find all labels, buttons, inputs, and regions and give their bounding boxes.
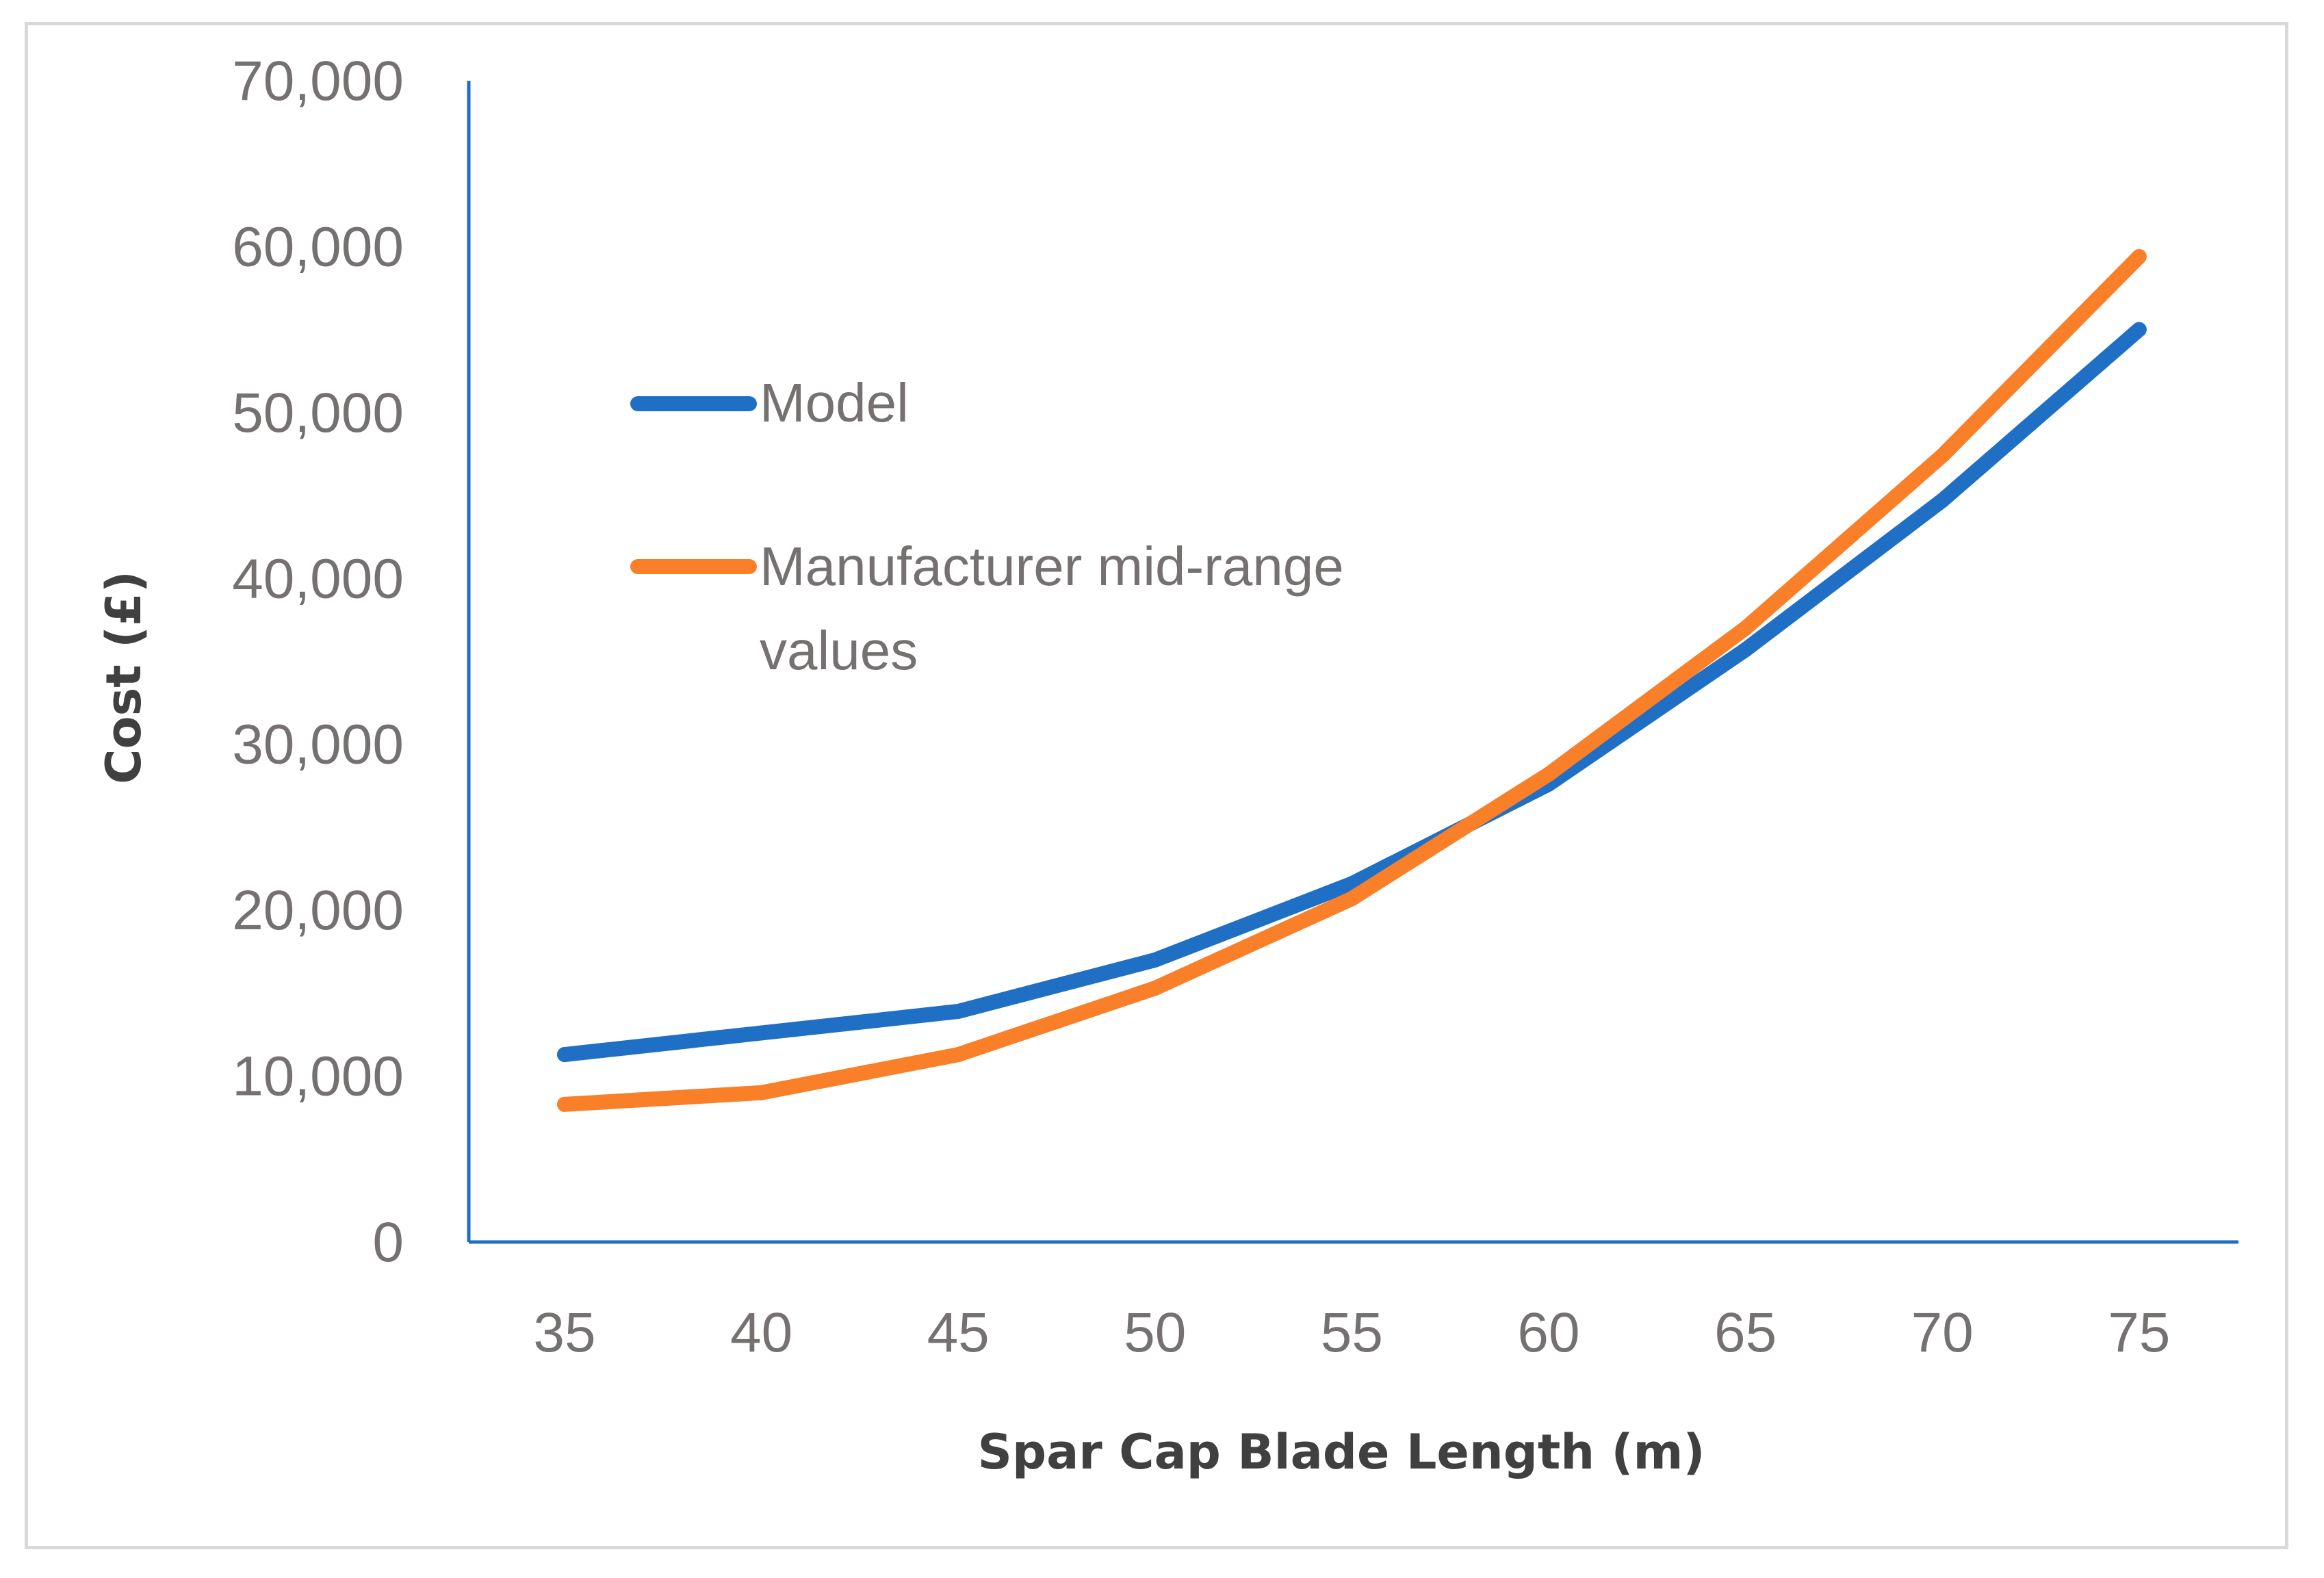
manufacturer-point-70	[1935, 448, 1950, 463]
legend-label-manufacturer: Manufacturer mid-range	[760, 536, 1344, 597]
x-tick-label: 65	[1714, 1302, 1777, 1364]
x-tick-label: 40	[730, 1302, 792, 1364]
manufacturer-point-35	[557, 1096, 572, 1112]
model-point-70	[1935, 493, 1950, 508]
manufacturer-point-60	[1541, 766, 1556, 782]
series-line-model	[557, 322, 2147, 1063]
x-tick-label: 45	[927, 1302, 990, 1364]
y-tick-label: 70,000	[232, 50, 404, 112]
model-point-75	[2131, 322, 2147, 337]
y-tick-label: 0	[372, 1211, 404, 1273]
legend: Model Manufacturer mid-range values	[630, 372, 1344, 681]
x-tick-label: 35	[533, 1302, 595, 1364]
manufacturer-point-45	[951, 1047, 966, 1063]
y-tick-label: 30,000	[232, 714, 404, 776]
legend-label-model: Model	[760, 372, 909, 433]
y-tick-label: 10,000	[232, 1046, 404, 1108]
manufacturer-point-75	[2131, 248, 2147, 264]
x-tick-labels: 35 40 45 50 55 60 65 70 75	[533, 1302, 2170, 1364]
x-tick-label: 75	[2108, 1302, 2170, 1364]
model-point-50	[1147, 952, 1163, 968]
model-point-65	[1738, 642, 1753, 658]
x-axis-title: Spar Cap Blade Length (m)	[978, 1424, 1705, 1480]
manufacturer-point-50	[1147, 981, 1163, 996]
y-tick-label: 50,000	[232, 382, 404, 444]
model-point-45	[951, 1004, 966, 1020]
legend-label-manufacturer-line2: values	[760, 620, 918, 681]
x-tick-label: 50	[1124, 1302, 1186, 1364]
model-point-40	[753, 1025, 769, 1041]
y-tick-label: 40,000	[232, 547, 404, 610]
x-tick-label: 55	[1321, 1302, 1383, 1364]
x-tick-label: 70	[1911, 1302, 1974, 1364]
y-tick-label: 20,000	[232, 879, 404, 942]
y-tick-labels: 0 10,000 20,000 30,000 40,000 50,000 60,000 70,…	[232, 50, 404, 1273]
x-tick-label: 60	[1517, 1302, 1579, 1364]
y-axis-title: Cost (£)	[96, 571, 152, 784]
chart-frame	[25, 22, 2288, 1549]
manufacturer-point-55	[1344, 891, 1360, 907]
series-lines	[557, 248, 2147, 1112]
y-tick-label: 60,000	[232, 216, 404, 278]
manufacturer-point-40	[753, 1085, 769, 1100]
model-point-35	[557, 1047, 572, 1063]
manufacturer-point-65	[1738, 621, 1753, 636]
